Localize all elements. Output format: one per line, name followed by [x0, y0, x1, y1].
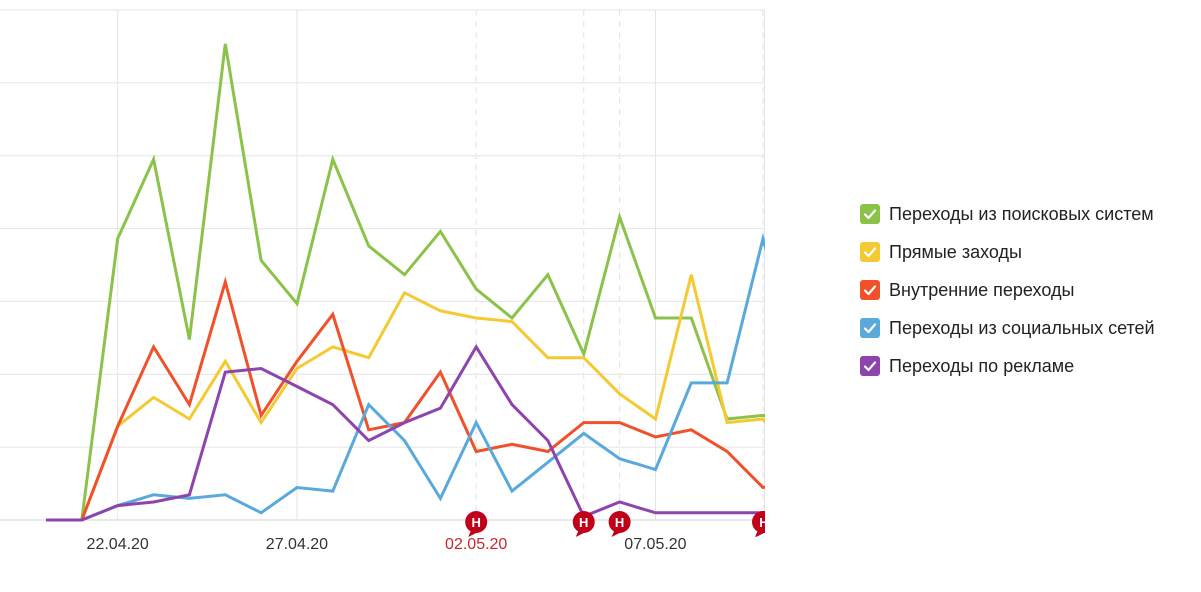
- grid: [0, 9, 765, 521]
- x-tick-label: 02.05.20: [445, 536, 507, 553]
- checkbox-checked-icon[interactable]: [860, 280, 880, 300]
- holiday-marker: Н: [608, 511, 631, 537]
- series-line-3: [46, 276, 765, 522]
- legend-item-direct[interactable]: Прямые заходы: [860, 233, 1155, 271]
- holiday-marker: Н: [572, 511, 595, 537]
- legend-item-search[interactable]: Переходы из поисковых систем: [860, 195, 1155, 233]
- checkbox-checked-icon[interactable]: [860, 242, 880, 262]
- legend: Переходы из поисковых систем Прямые захо…: [860, 195, 1155, 385]
- series-line-1: [46, 43, 765, 522]
- holiday-marker-label: Н: [472, 515, 481, 530]
- legend-label: Внутренние переходы: [889, 279, 1075, 300]
- holiday-marker: Н: [753, 511, 765, 537]
- series-line-5: [46, 343, 765, 522]
- series-lines: [46, 43, 765, 522]
- legend-label: Переходы по рекламе: [889, 355, 1075, 376]
- legend-label: Переходы из социальных сетей: [889, 317, 1155, 338]
- legend-item-social[interactable]: Переходы из социальных сетей: [860, 309, 1155, 347]
- legend-label: Прямые заходы: [889, 241, 1022, 262]
- checkbox-checked-icon[interactable]: [860, 318, 880, 338]
- holiday-marker-circle: [572, 511, 595, 533]
- holiday-marker-label: Н: [615, 515, 624, 530]
- series-line-4: [46, 232, 765, 522]
- x-tick-label: 22.04.20: [87, 536, 149, 553]
- holiday-marker-circle: [753, 511, 765, 533]
- holiday-markers: ННННН: [465, 511, 765, 537]
- legend-item-internal[interactable]: Внутренние переходы: [860, 271, 1155, 309]
- holiday-marker-label: Н: [759, 515, 765, 530]
- holiday-marker-circle: [608, 511, 631, 533]
- holiday-marker-label: Н: [579, 515, 588, 530]
- checkbox-checked-icon[interactable]: [860, 204, 880, 224]
- x-axis-ticks: 22.04.20 27.04.20 02.05.20 07.05.20: [87, 536, 687, 553]
- holiday-marker: Н: [465, 511, 488, 537]
- series-line-2: [46, 274, 765, 522]
- x-tick-label: 27.04.20: [266, 536, 328, 553]
- holiday-marker-circle: [465, 511, 488, 533]
- checkbox-checked-icon[interactable]: [860, 356, 880, 376]
- legend-label: Переходы из поисковых систем: [889, 203, 1154, 224]
- legend-item-ads[interactable]: Переходы по рекламе: [860, 347, 1155, 385]
- x-tick-label: 07.05.20: [624, 536, 686, 553]
